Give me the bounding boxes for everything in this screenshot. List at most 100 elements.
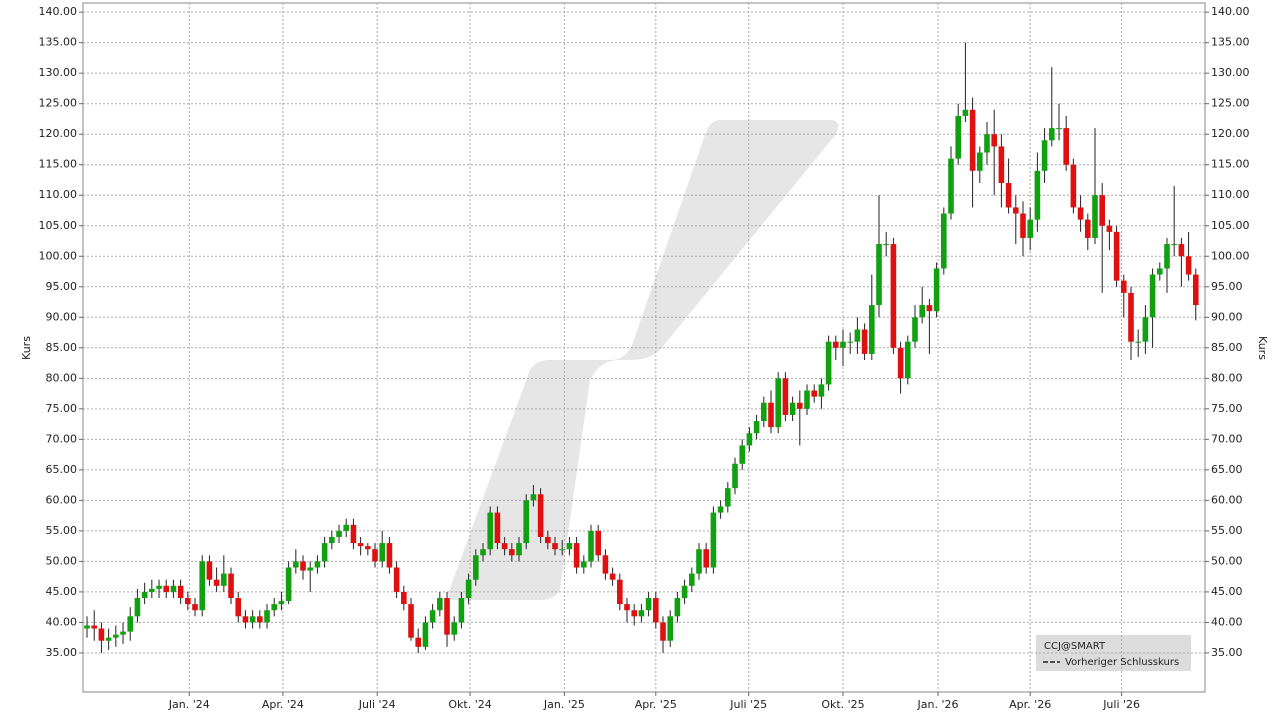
candle-body xyxy=(285,567,292,602)
candle-body xyxy=(617,579,623,605)
candle-body xyxy=(696,549,702,574)
candle-body xyxy=(746,433,753,446)
candle-body xyxy=(149,588,155,592)
y-tick-label-right: 45.00 xyxy=(1211,585,1243,598)
candle-body xyxy=(1099,195,1105,226)
candle-body xyxy=(177,585,184,599)
candle-body xyxy=(1048,128,1055,141)
y-tick-label: 105.00 xyxy=(39,219,78,232)
y-tick-label: 95.00 xyxy=(46,280,78,293)
candle-body xyxy=(228,573,234,599)
candle-body xyxy=(566,543,573,550)
candle-body xyxy=(1012,207,1019,214)
candle-body xyxy=(365,546,371,550)
x-tick-label: Apr. '26 xyxy=(1009,698,1051,711)
candle-body xyxy=(1149,274,1156,318)
candle-body xyxy=(1156,268,1163,275)
candle-body xyxy=(940,213,947,269)
candle-body xyxy=(372,549,378,562)
candle-body xyxy=(948,158,954,214)
candle-body xyxy=(876,244,882,306)
candle-body xyxy=(321,543,328,562)
candle-body xyxy=(804,390,810,409)
candle-body xyxy=(667,616,674,641)
y-tick-label: 65.00 xyxy=(46,463,78,476)
y-tick-label: 70.00 xyxy=(46,432,78,445)
candle-body xyxy=(422,622,429,647)
y-tick-label-right: 115.00 xyxy=(1211,158,1250,171)
candle-body xyxy=(854,329,861,342)
candle-body xyxy=(732,463,738,489)
candle-body xyxy=(465,579,472,599)
candle-body xyxy=(1192,274,1199,306)
candle-body xyxy=(1070,164,1077,208)
candle-body xyxy=(883,244,889,246)
candle-body xyxy=(1113,231,1120,281)
candle-body xyxy=(962,109,969,116)
candle-body xyxy=(681,585,688,599)
candle-body xyxy=(458,598,465,623)
candle-body xyxy=(329,536,335,544)
candle-body xyxy=(523,500,530,544)
y-tick-label-right: 60.00 xyxy=(1211,493,1243,506)
y-tick-label: 55.00 xyxy=(46,524,78,537)
candle-body xyxy=(415,637,422,647)
candle-body xyxy=(357,543,364,547)
candle-body xyxy=(271,604,278,611)
candle-body xyxy=(775,378,782,428)
candle-body xyxy=(868,305,875,354)
candle-body xyxy=(401,591,407,605)
x-tick-label: Juli '25 xyxy=(729,698,767,711)
candle-body xyxy=(1056,128,1062,130)
candle-body xyxy=(710,512,717,568)
candle-body xyxy=(904,341,911,379)
candle-body xyxy=(487,512,494,550)
candle-body xyxy=(559,549,566,551)
candle-body xyxy=(1178,244,1185,257)
y-tick-label: 130.00 xyxy=(39,66,78,79)
candle-body xyxy=(609,573,616,580)
x-tick-label: Okt. '25 xyxy=(821,698,864,711)
candle-body xyxy=(1164,244,1170,269)
candle-body xyxy=(545,536,551,544)
candle-body xyxy=(573,543,580,568)
candle-body xyxy=(797,402,803,409)
candle-body xyxy=(1063,128,1069,165)
y-tick-label: 80.00 xyxy=(46,371,78,384)
candle-body xyxy=(516,543,522,556)
candle-body xyxy=(1128,292,1134,342)
candle-body xyxy=(811,390,818,397)
candle-body xyxy=(1034,170,1041,220)
candle-body xyxy=(581,561,587,568)
y-tick-label: 120.00 xyxy=(39,127,78,140)
candle-body xyxy=(242,616,249,623)
candle-body xyxy=(861,329,868,354)
candle-body xyxy=(653,598,659,623)
legend-label: CCJ@SMART xyxy=(1044,641,1106,652)
candle-body xyxy=(170,585,177,592)
legend-box xyxy=(1036,635,1191,671)
candle-body xyxy=(264,610,270,623)
candle-body xyxy=(314,561,321,568)
candle-body xyxy=(350,524,357,544)
candle-body xyxy=(984,134,990,153)
candle-body xyxy=(1135,341,1141,343)
candle-body xyxy=(185,598,191,605)
y-tick-label: 85.00 xyxy=(46,341,78,354)
y-tick-label: 75.00 xyxy=(46,402,78,415)
candle-body xyxy=(509,549,515,556)
y-tick-label: 140.00 xyxy=(39,5,78,18)
candle-body xyxy=(1005,183,1012,208)
candle-body xyxy=(473,555,479,580)
candle-body xyxy=(98,628,105,641)
candle-body xyxy=(336,530,342,537)
candle-body xyxy=(105,637,112,641)
candle-body xyxy=(969,109,976,171)
candle-body xyxy=(1092,195,1098,238)
y-tick-label: 60.00 xyxy=(46,493,78,506)
y-tick-label-right: 35.00 xyxy=(1211,646,1243,659)
candle-body xyxy=(897,347,904,379)
candle-body xyxy=(451,622,458,635)
candle-body xyxy=(343,524,350,531)
x-tick-label: Jan. '24 xyxy=(168,698,210,711)
